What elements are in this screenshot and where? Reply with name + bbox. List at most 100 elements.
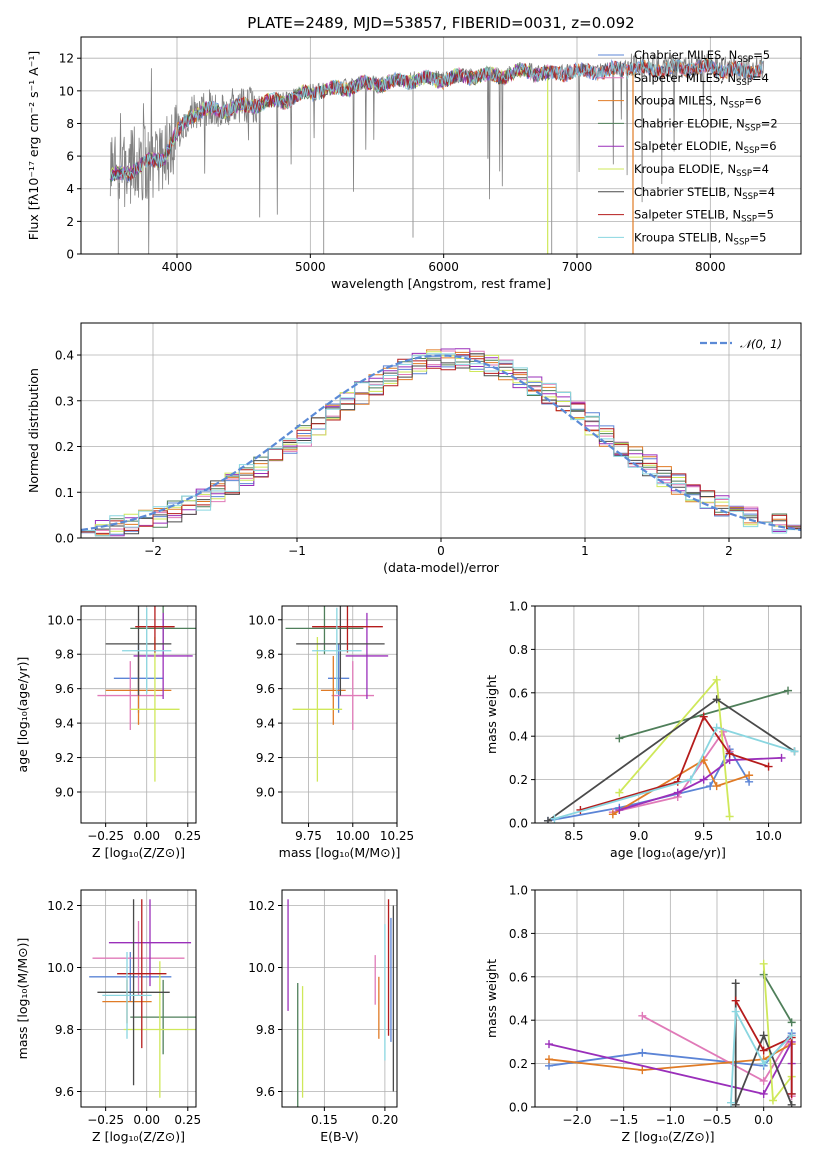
- axes: −2 −1 0 1 2 0.0 0.1 0.2 0.3 0.4 (data-model)/error…: [26, 322, 802, 575]
- legend-sub: SSP: [729, 101, 745, 111]
- x-tick-label: 0: [437, 544, 445, 558]
- mass-weight-point: [615, 734, 624, 743]
- y-tick-label: 10.0: [248, 613, 275, 627]
- x-tick-label: 0.0: [754, 1113, 773, 1127]
- x-tick-label: −0.5: [702, 1113, 731, 1127]
- legend-entry: Chabrier ELODIE, NSSP=2: [634, 116, 778, 133]
- legend-entry: Salpeter ELODIE, NSSP=6: [634, 139, 777, 156]
- legend-label: Chabrier STELIB, N: [634, 185, 742, 199]
- mass-weight-point: [699, 775, 708, 784]
- mass-weight-line: [730, 1008, 793, 1103]
- legend-tail: =4: [758, 185, 775, 199]
- legend-tail: =6: [760, 139, 777, 153]
- y-tick-label: 10: [59, 84, 74, 98]
- legend-tail: =6: [744, 94, 761, 108]
- y-tick-label: 0.4: [509, 730, 528, 744]
- x-tick-label: 0.25: [174, 1113, 201, 1127]
- axes-frame: [80, 889, 197, 1108]
- y-tick-label: 0.8: [509, 643, 528, 657]
- mass-weight-point: [731, 996, 740, 1005]
- axes-frame: [281, 605, 398, 824]
- x-tick-label: −2: [144, 544, 162, 558]
- legend-sub: SSP: [737, 55, 753, 65]
- legend-label: Kroupa MILES, N: [634, 94, 729, 108]
- legend-entry: Kroupa MILES, NSSP=6: [634, 94, 761, 111]
- panel-age-vs-mass: 9.75 10.00 10.25 9.0 9.2 9.4 9.6 9.8 10.0 mass [l…: [248, 605, 414, 860]
- legend-label: Kroupa ELODIE, N: [634, 162, 736, 176]
- legend-label: Salpeter MILES, N: [634, 71, 736, 85]
- panel-mass-weight-vs-age: 8.5 9.0 9.5 10.0 0.0 0.2 0.4 0.6 0.8 1.0 age [log₁…: [484, 600, 802, 860]
- legend: 𝒩(0, 1): [700, 337, 782, 351]
- mass-weight-point: [727, 1098, 735, 1107]
- x-axis-label: wavelength [Angstrom, rest frame]: [331, 276, 551, 291]
- legend-entry: Salpeter STELIB, NSSP=5: [634, 208, 774, 225]
- legend-entry: 𝒩(0, 1): [740, 337, 782, 351]
- mass-weight-point: [759, 1046, 768, 1055]
- axes: −0.25 0.00 0.25 9.0 9.2 9.4 9.6 9.8 10.0 Z [log₁₀…: [15, 605, 201, 860]
- axes: 8.5 9.0 9.5 10.0 0.0 0.2 0.4 0.6 0.8 1.0 age [log₁…: [484, 600, 802, 860]
- y-tick-label: 0.6: [509, 686, 528, 700]
- y-tick-label: 0.2: [509, 773, 528, 787]
- y-tick-label: 9.2: [55, 751, 74, 765]
- x-tick-label: −1.0: [656, 1113, 685, 1127]
- y-tick-label: 9.4: [256, 717, 275, 731]
- residual-histogram: [81, 353, 801, 537]
- y-tick-label: 9.8: [256, 1023, 275, 1037]
- y-tick-label: 0.6: [509, 970, 528, 984]
- x-tick-label: 9.0: [629, 829, 648, 843]
- x-tick-label: −2.0: [562, 1113, 591, 1127]
- model-chabrier-elodie: [109, 63, 551, 183]
- axes: −2.0 −1.5 −1.0 −0.5 0.0 0.0 0.2 0.4 0.6 0.8 1.0 Z […: [484, 884, 802, 1144]
- mass-weight-line: [734, 1000, 793, 1094]
- y-tick-label: 9.8: [55, 648, 74, 662]
- y-tick-label: 9.6: [256, 682, 275, 696]
- x-tick-label: 9.75: [295, 829, 322, 843]
- chart-title: PLATE=2489, MJD=53857, FIBERID=0031, z=0…: [247, 14, 634, 32]
- y-tick-label: 9.2: [256, 751, 275, 765]
- mass-weight-point: [712, 723, 721, 732]
- axes-frame: [80, 36, 802, 255]
- plot-area: [109, 53, 765, 254]
- x-tick-label: 1: [581, 544, 589, 558]
- legend-sub: SSP: [744, 146, 760, 156]
- mass-weight-point: [608, 810, 617, 819]
- mass-weight-point: [759, 1031, 768, 1040]
- legend-label: Chabrier MILES, N: [634, 48, 737, 62]
- x-tick-label: 4000: [162, 260, 193, 274]
- y-tick-label: 0.0: [55, 532, 74, 546]
- x-tick-label: 10.25: [380, 829, 414, 843]
- x-axis-label: Z [log₁₀(Z/Z⊙)]: [92, 845, 185, 860]
- y-tick-label: 8: [66, 117, 74, 131]
- y-tick-label: 4: [66, 182, 74, 196]
- mass-weight-line: [548, 1043, 793, 1072]
- mass-weight-point: [787, 1100, 796, 1107]
- axes-frame: [281, 889, 398, 1108]
- mass-weight-point: [543, 816, 552, 823]
- legend-sub: SSP: [745, 123, 761, 133]
- panel-mass-vs-Z: −0.25 0.00 0.25 9.6 9.8 10.0 10.2 Z [log₁₀(Z/Z⊙…: [15, 889, 201, 1144]
- legend-entry: Kroupa ELODIE, NSSP=4: [634, 162, 769, 179]
- mass-weight-point: [725, 749, 734, 758]
- legend-sub: SSP: [741, 215, 757, 225]
- y-tick-label: 2: [66, 215, 74, 229]
- mass-weight-line: [762, 974, 793, 1023]
- legend-tail: =2: [761, 116, 778, 130]
- legend-label: Salpeter STELIB, N: [634, 208, 741, 222]
- mass-weight-point: [638, 1066, 647, 1075]
- legend-sub: SSP: [736, 78, 752, 88]
- model-salpeter-stelib: [109, 59, 764, 181]
- x-tick-label: 0.00: [133, 1113, 160, 1127]
- axes-frame: [534, 889, 802, 1108]
- panel-mass-vs-EBV: 0.15 0.20 9.6 9.8 10.0 10.2 E(B-V): [248, 889, 398, 1144]
- x-tick-label: 8000: [695, 260, 726, 274]
- legend-tail: =4: [752, 71, 769, 85]
- x-axis-label: Z [log₁₀(Z/Z⊙)]: [92, 1129, 185, 1144]
- panel-age-vs-Z: −0.25 0.00 0.25 9.0 9.2 9.4 9.6 9.8 10.0 Z [log₁₀…: [15, 605, 201, 860]
- legend-entry: Chabrier STELIB, NSSP=4: [634, 185, 775, 202]
- mass-weight-point: [731, 1007, 740, 1016]
- y-axis-label: Flux [fλ10⁻¹⁷ erg cm⁻² s⁻¹ A⁻¹]: [26, 51, 41, 240]
- x-tick-label: 0.15: [311, 1113, 338, 1127]
- y-tick-label: 0.8: [509, 927, 528, 941]
- mass-weight-point: [745, 771, 754, 780]
- mass-weight-point: [725, 812, 734, 821]
